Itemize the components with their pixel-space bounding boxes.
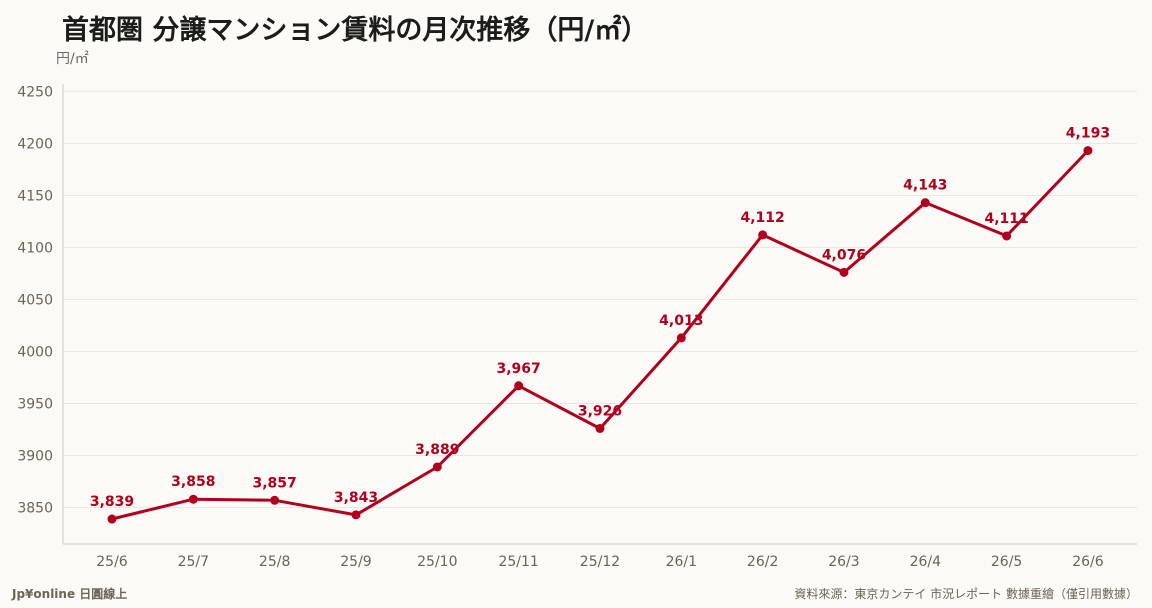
data-label: 3,839 [90,494,134,510]
data-point [839,267,849,277]
data-point [595,423,605,433]
data-label: 4,193 [1066,126,1110,142]
x-tick-label: 25/12 [580,554,620,570]
data-point [107,514,117,524]
data-point [351,510,361,520]
y-tick-label: 3850 [17,501,53,517]
data-point [432,462,442,472]
data-label: 4,076 [822,247,866,263]
data-label: 4,143 [903,178,947,194]
data-label: 3,889 [415,442,459,458]
data-label: 3,843 [334,490,378,506]
x-tick-label: 25/8 [259,554,290,570]
x-tick-label: 25/11 [498,554,538,570]
y-tick-label: 4200 [17,136,53,152]
y-tick-label: 4100 [17,240,53,256]
y-tick-label: 3900 [17,449,53,465]
data-point [920,198,930,208]
data-label: 3,926 [578,403,622,419]
data-label: 3,857 [253,475,297,491]
x-tick-label: 26/6 [1072,554,1104,570]
data-point [676,333,686,343]
x-tick-label: 25/10 [417,554,457,570]
data-point [514,381,524,391]
y-tick-label: 4150 [17,188,53,204]
x-tick-label: 25/6 [96,554,128,570]
data-label: 4,013 [659,313,703,329]
data-label: 3,967 [497,361,541,377]
data-labels: 3,839 3,858 3,857 3,843 3,889 3,967 3,926 4,013… [90,126,1110,510]
axes [62,84,1137,545]
y-tick-label: 4050 [17,292,53,308]
data-label: 4,111 [984,211,1028,227]
y-tick-label: 4250 [17,84,53,100]
chart-title: 首都圏 分譲マンション賃料の月次推移（円/㎡） [62,15,649,46]
data-point [270,495,280,505]
y-axis-unit-label: 円/㎡ [56,51,89,67]
data-label: 3,858 [171,474,215,490]
series [107,146,1093,524]
x-tick-label: 26/5 [991,554,1022,570]
gridlines [63,90,1137,509]
x-tick-label: 26/2 [747,554,778,570]
data-point [188,494,198,504]
x-axis-ticks: 25/6 25/7 25/8 25/9 25/10 25/11 25/12 26/1 26/2 2… [96,554,1103,570]
x-tick-label: 26/4 [910,554,942,570]
x-tick-label: 25/9 [340,554,371,570]
x-tick-label: 26/3 [828,554,859,570]
x-tick-label: 26/1 [666,554,697,570]
data-point [1002,231,1012,241]
y-tick-label: 4000 [17,344,53,360]
brand-footer: Jp¥online 日圓線上 [12,587,128,601]
x-tick-label: 25/7 [178,554,209,570]
source-footer: 資料來源：東京カンテイ 市況レポート 數據重繪（僅引用數據） [794,587,1138,601]
data-point [1083,146,1093,156]
y-tick-label: 3950 [17,397,53,413]
data-point [758,230,768,240]
y-axis-ticks: 3850 3900 3950 4000 4050 4100 4150 4200 4250 [17,84,53,516]
series-line [110,149,1090,521]
data-label: 4,112 [740,210,784,226]
